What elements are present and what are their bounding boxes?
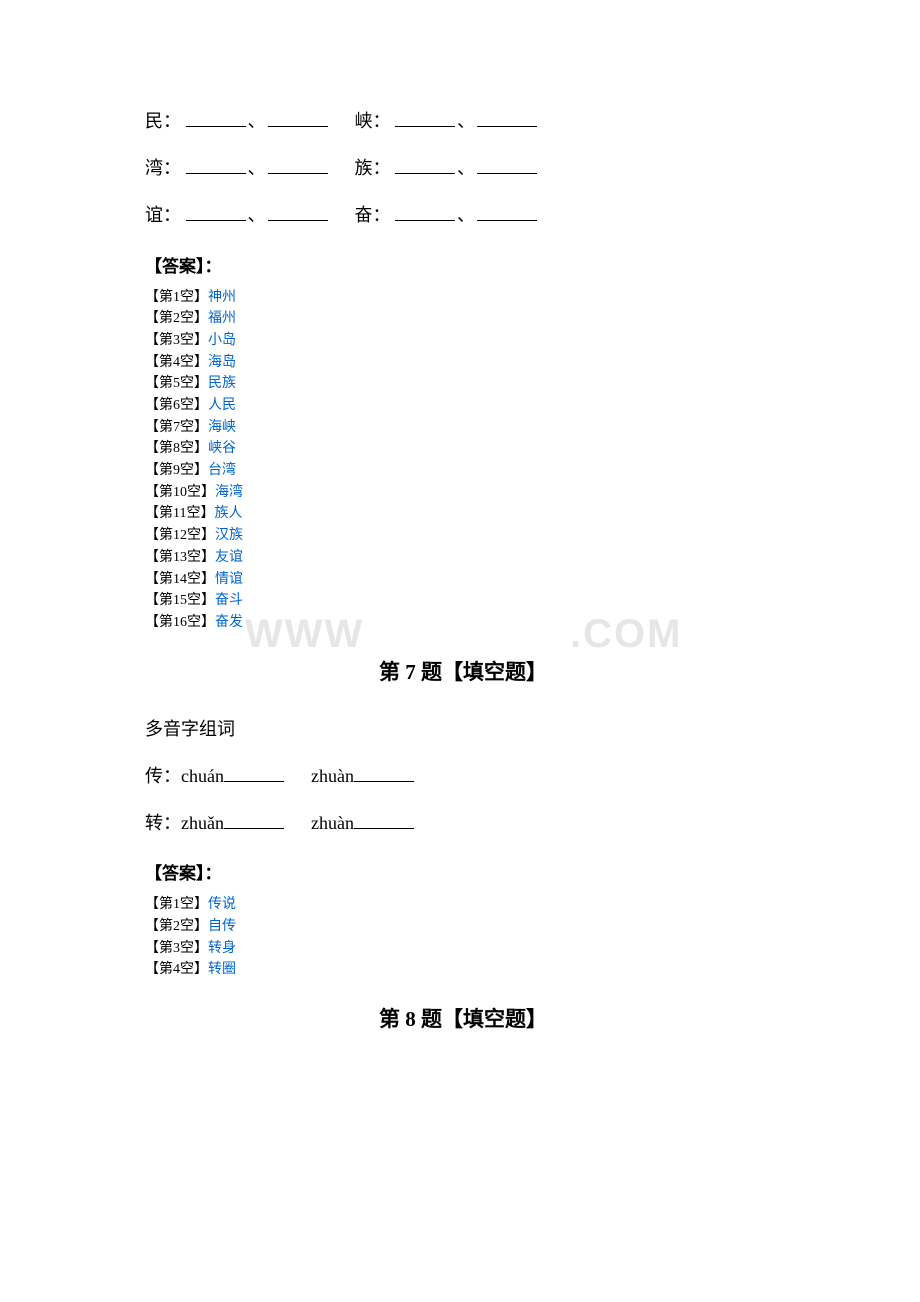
blank-input[interactable] <box>477 153 537 175</box>
char-label: 奋： <box>355 205 391 225</box>
char-label: 转： <box>145 813 181 833</box>
blank-input[interactable] <box>224 760 284 782</box>
section-8-title: 第 8 题【填空题】 <box>145 1003 775 1033</box>
fill-row-2: 湾： 、 族： 、 <box>145 147 775 190</box>
answer-item: 【第3空】小岛 <box>145 330 775 352</box>
section-7-title: 第 7 题【填空题】 <box>145 656 775 686</box>
answer-item: 【第1空】神州 <box>145 287 775 309</box>
fill-row-1: 民： 、 峡： 、 <box>145 100 775 143</box>
answer-item: 【第1空】传说 <box>145 894 775 916</box>
pinyin-label: zhuàn <box>311 813 354 833</box>
blank-input[interactable] <box>186 200 246 222</box>
answer-list-1: 【第1空】神州 【第2空】福州 【第3空】小岛 【第4空】海岛 【第5空】民族 … <box>145 287 775 634</box>
char-label: 族： <box>355 158 391 178</box>
blank-input[interactable] <box>268 200 328 222</box>
answer-item: 【第10空】海湾 <box>145 482 775 504</box>
blank-input[interactable] <box>354 807 414 829</box>
answer-item: 【第4空】海岛 <box>145 352 775 374</box>
answer-item: 【第5空】民族 <box>145 373 775 395</box>
blank-input[interactable] <box>224 807 284 829</box>
pinyin-label: zhuǎn <box>181 813 224 833</box>
blank-input[interactable] <box>395 153 455 175</box>
fill-row-3: 谊： 、 奋： 、 <box>145 194 775 237</box>
blank-input[interactable] <box>395 200 455 222</box>
pinyin-label: zhuàn <box>311 766 354 786</box>
blank-input[interactable] <box>186 105 246 127</box>
answer-item: 【第9空】台湾 <box>145 460 775 482</box>
answer-item: 【第4空】转圈 <box>145 959 775 981</box>
answer-item: 【第2空】福州 <box>145 308 775 330</box>
answer-item: 【第13空】友谊 <box>145 547 775 569</box>
answer-item: 【第7空】海峡 <box>145 417 775 439</box>
answer-item: 【第3空】转身 <box>145 938 775 960</box>
blank-input[interactable] <box>268 105 328 127</box>
polyphone-row-1: 传：chuán zhuàn <box>145 755 775 798</box>
char-label: 峡： <box>355 111 391 131</box>
question-7-prompt: 多音字组词 <box>145 708 775 751</box>
polyphone-row-2: 转：zhuǎn zhuàn <box>145 802 775 845</box>
pinyin-label: chuán <box>181 766 224 786</box>
answer-item: 【第2空】自传 <box>145 916 775 938</box>
answer-item: 【第8空】峡谷 <box>145 438 775 460</box>
blank-input[interactable] <box>186 153 246 175</box>
blank-input[interactable] <box>268 153 328 175</box>
answer-item: 【第11空】族人 <box>145 503 775 525</box>
answer-item: 【第15空】奋斗 <box>145 590 775 612</box>
answer-list-2: 【第1空】传说 【第2空】自传 【第3空】转身 【第4空】转圈 <box>145 894 775 981</box>
answer-header: 【答案】： <box>145 252 775 277</box>
answer-item: 【第16空】奋发 <box>145 612 775 634</box>
blank-input[interactable] <box>354 760 414 782</box>
answer-header: 【答案】： <box>145 859 775 884</box>
answer-item: 【第12空】汉族 <box>145 525 775 547</box>
char-label: 民： <box>145 111 181 131</box>
char-label: 谊： <box>145 205 181 225</box>
char-label: 湾： <box>145 158 181 178</box>
answer-item: 【第6空】人民 <box>145 395 775 417</box>
answer-item: 【第14空】情谊 <box>145 569 775 591</box>
blank-input[interactable] <box>477 200 537 222</box>
blank-input[interactable] <box>477 105 537 127</box>
char-label: 传： <box>145 766 181 786</box>
blank-input[interactable] <box>395 105 455 127</box>
